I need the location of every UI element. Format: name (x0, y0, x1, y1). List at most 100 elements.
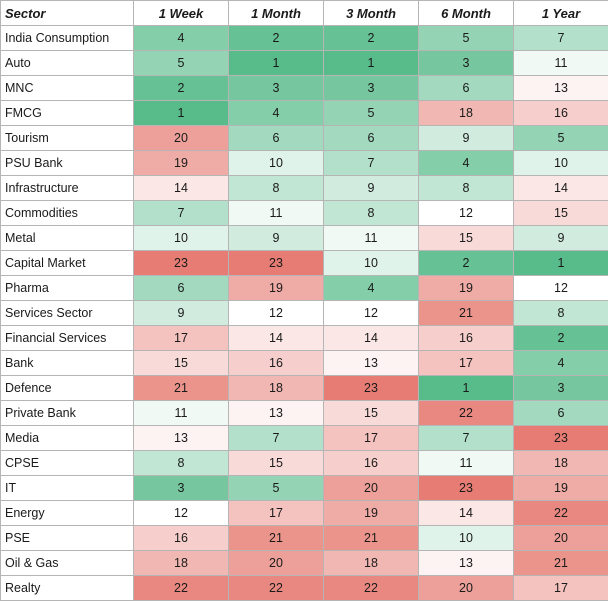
rank-cell: 2 (133, 75, 229, 101)
rank-cell: 10 (228, 150, 324, 176)
rank-cell: 14 (513, 175, 608, 201)
rank-cell: 21 (228, 525, 324, 551)
rank-cell: 4 (133, 25, 229, 51)
rank-cell: 20 (513, 525, 608, 551)
table-row: Media 13 7 17 7 23 (0, 425, 608, 451)
rank-cell: 18 (323, 550, 419, 576)
rank-cell: 3 (228, 75, 324, 101)
table-row: PSE 16 21 21 10 20 (0, 525, 608, 551)
rank-cell: 7 (133, 200, 229, 226)
rank-cell: 15 (228, 450, 324, 476)
rank-cell: 17 (323, 425, 419, 451)
rank-cell: 6 (323, 125, 419, 151)
rank-cell: 5 (323, 100, 419, 126)
rank-cell: 20 (133, 125, 229, 151)
sector-label: Media (0, 425, 134, 451)
rank-cell: 19 (513, 475, 608, 501)
sector-label: Tourism (0, 125, 134, 151)
rank-cell: 20 (228, 550, 324, 576)
rank-cell: 2 (513, 325, 608, 351)
rank-cell: 6 (133, 275, 229, 301)
rank-cell: 19 (228, 275, 324, 301)
sector-label: Bank (0, 350, 134, 376)
rank-cell: 4 (513, 350, 608, 376)
rank-cell: 13 (513, 75, 608, 101)
rank-cell: 9 (418, 125, 514, 151)
sector-label: Energy (0, 500, 134, 526)
table-row: Oil & Gas 18 20 18 13 21 (0, 550, 608, 576)
rank-cell: 21 (418, 300, 514, 326)
table-row: PSU Bank 19 10 7 4 10 (0, 150, 608, 176)
rank-cell: 23 (513, 425, 608, 451)
rank-cell: 12 (228, 300, 324, 326)
rank-cell: 8 (513, 300, 608, 326)
rank-cell: 5 (513, 125, 608, 151)
sector-label: India Consumption (0, 25, 134, 51)
table-row: Energy 12 17 19 14 22 (0, 500, 608, 526)
rank-cell: 2 (418, 250, 514, 276)
sector-label: Capital Market (0, 250, 134, 276)
sector-label: FMCG (0, 100, 134, 126)
table-row: Private Bank 11 13 15 22 6 (0, 400, 608, 426)
rank-cell: 15 (323, 400, 419, 426)
column-header-1-month: 1 Month (228, 0, 324, 26)
rank-cell: 7 (418, 425, 514, 451)
table-row: Bank 15 16 13 17 4 (0, 350, 608, 376)
rank-cell: 17 (133, 325, 229, 351)
rank-cell: 10 (418, 525, 514, 551)
rank-cell: 23 (228, 250, 324, 276)
rank-cell: 23 (133, 250, 229, 276)
rank-cell: 13 (418, 550, 514, 576)
rank-cell: 17 (418, 350, 514, 376)
rank-cell: 1 (513, 250, 608, 276)
rank-cell: 8 (228, 175, 324, 201)
table-row: MNC 2 3 3 6 13 (0, 75, 608, 101)
rank-cell: 14 (323, 325, 419, 351)
table-row: Metal 10 9 11 15 9 (0, 225, 608, 251)
rank-cell: 23 (323, 375, 419, 401)
rank-cell: 3 (133, 475, 229, 501)
sector-label: Private Bank (0, 400, 134, 426)
rank-cell: 7 (228, 425, 324, 451)
rank-cell: 2 (228, 25, 324, 51)
table-row: Services Sector 9 12 12 21 8 (0, 300, 608, 326)
table-row: CPSE 8 15 16 11 18 (0, 450, 608, 476)
rank-cell: 11 (133, 400, 229, 426)
rank-cell: 16 (513, 100, 608, 126)
sector-label: Metal (0, 225, 134, 251)
sector-label: Auto (0, 50, 134, 76)
rank-cell: 6 (418, 75, 514, 101)
rank-cell: 21 (513, 550, 608, 576)
sector-label: Financial Services (0, 325, 134, 351)
rank-cell: 12 (418, 200, 514, 226)
rank-cell: 13 (228, 400, 324, 426)
rank-cell: 9 (133, 300, 229, 326)
rank-cell: 5 (418, 25, 514, 51)
rank-cell: 17 (513, 575, 608, 601)
sector-label: PSU Bank (0, 150, 134, 176)
rank-cell: 7 (323, 150, 419, 176)
rank-cell: 20 (418, 575, 514, 601)
rank-cell: 11 (323, 225, 419, 251)
sector-label: PSE (0, 525, 134, 551)
table-row: FMCG 1 4 5 18 16 (0, 100, 608, 126)
column-header-1-year: 1 Year (513, 0, 608, 26)
rank-cell: 21 (323, 525, 419, 551)
column-header-3-month: 3 Month (323, 0, 419, 26)
table-row: Capital Market 23 23 10 2 1 (0, 250, 608, 276)
header-row: Sector 1 Week 1 Month 3 Month 6 Month 1 … (0, 0, 608, 26)
rank-cell: 22 (513, 500, 608, 526)
rank-cell: 10 (323, 250, 419, 276)
rank-cell: 3 (323, 75, 419, 101)
rank-cell: 9 (513, 225, 608, 251)
table-row: Financial Services 17 14 14 16 2 (0, 325, 608, 351)
rank-cell: 7 (513, 25, 608, 51)
table-row: IT 3 5 20 23 19 (0, 475, 608, 501)
rank-cell: 18 (228, 375, 324, 401)
table-body: India Consumption 4 2 2 5 7 Auto 5 1 1 3 11 MNC 2 3 3 6 1… (0, 25, 608, 601)
column-header-6-month: 6 Month (418, 0, 514, 26)
rank-cell: 13 (133, 425, 229, 451)
rank-cell: 8 (323, 200, 419, 226)
table-row: Defence 21 18 23 1 3 (0, 375, 608, 401)
rank-cell: 18 (133, 550, 229, 576)
